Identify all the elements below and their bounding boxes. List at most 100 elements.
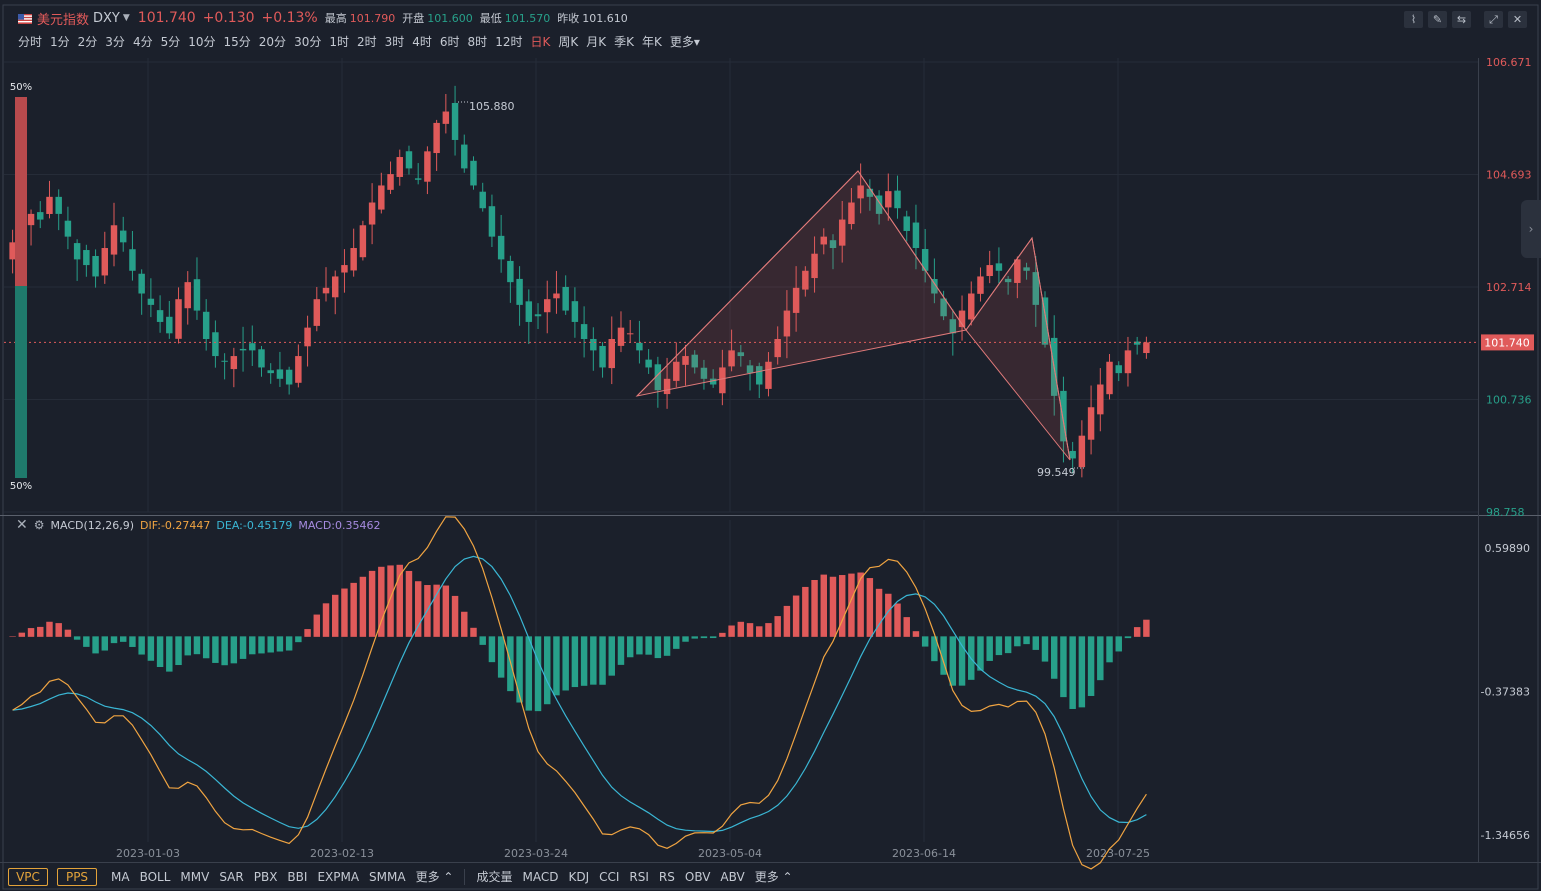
macd-bar — [774, 616, 781, 637]
macd-bar — [857, 572, 864, 637]
compare-icon[interactable]: ⇆ — [1452, 11, 1471, 28]
draw-pen-icon[interactable]: ✎ — [1428, 11, 1447, 28]
main-indicator-6[interactable]: EXPMA — [317, 869, 360, 884]
candle-body — [636, 342, 643, 351]
date-axis-label: 2023-03-24 — [504, 847, 568, 860]
expand-icon[interactable]: ⤢ — [1484, 11, 1503, 28]
macd-bar — [838, 575, 846, 637]
period-15[interactable]: 8时 — [467, 35, 488, 49]
main-indicator-0[interactable]: MA — [111, 869, 130, 884]
period-6[interactable]: 10分 — [188, 35, 216, 49]
candle-body — [562, 286, 569, 311]
macd-bar — [737, 621, 745, 637]
period-0[interactable]: 分时 — [18, 35, 43, 49]
macd-bar — [608, 636, 615, 676]
period-4[interactable]: 4分 — [132, 35, 153, 49]
period-1[interactable]: 1分 — [50, 35, 70, 49]
macd-bar — [359, 576, 367, 637]
macd-bar — [590, 636, 597, 685]
macd-bar — [202, 636, 210, 659]
candle-body — [921, 249, 929, 271]
sub-indicator-3[interactable]: CCI — [599, 869, 620, 884]
candle-body — [968, 293, 975, 320]
main-indicator-1[interactable]: BOLL — [139, 869, 171, 884]
instrument-code[interactable]: DXY — [93, 10, 120, 26]
period-8[interactable]: 20分 — [258, 35, 287, 49]
candle-body — [249, 343, 256, 351]
chart-frame — [2, 4, 1539, 890]
macd-bar — [580, 636, 588, 686]
vpc-button[interactable]: VPC — [8, 867, 48, 886]
candle-body — [654, 364, 662, 391]
period-12[interactable]: 3时 — [384, 35, 405, 49]
period-7[interactable]: 15分 — [223, 35, 251, 49]
us-flag-icon — [18, 14, 32, 24]
candle-body — [719, 367, 726, 394]
sub-indicator-1[interactable]: MACD — [522, 869, 559, 884]
main-indicator-4[interactable]: PBX — [253, 869, 278, 884]
period-11[interactable]: 2时 — [356, 35, 377, 49]
period-17[interactable]: 日K — [530, 35, 551, 49]
pps-button[interactable]: PPS — [57, 867, 97, 886]
sub-indicator-7[interactable]: ABV — [720, 869, 745, 884]
macd-bar — [1106, 636, 1113, 663]
period-16[interactable]: 12时 — [495, 35, 523, 49]
candle-body — [1060, 390, 1067, 442]
candle-body — [64, 220, 72, 237]
period-19[interactable]: 月K — [586, 35, 607, 49]
sub-indicator-6[interactable]: OBV — [684, 869, 711, 884]
main-indicator-5[interactable]: BBI — [287, 869, 308, 884]
sub-indicator-5[interactable]: RS — [658, 869, 675, 884]
period-9[interactable]: 30分 — [294, 35, 322, 49]
pattern-line — [636, 170, 1071, 461]
candle-body — [617, 327, 625, 346]
main-indicator-8[interactable]: 更多 ⌃ — [415, 870, 454, 884]
period-3[interactable]: 3分 — [105, 35, 125, 49]
period-20[interactable]: 季K — [614, 35, 634, 49]
open-value: 101.600 — [427, 11, 473, 25]
main-indicator-7[interactable]: SMMA — [369, 869, 406, 884]
candle-body — [1087, 407, 1095, 440]
macd-bar — [875, 588, 883, 637]
close-indicator-icon[interactable]: ✕ — [16, 517, 28, 533]
sub-indicator-0[interactable]: 成交量 — [476, 870, 513, 884]
prev-close-value: 101.610 — [582, 11, 628, 25]
macd-bar — [156, 636, 164, 668]
candle-body — [1069, 450, 1076, 459]
close-icon[interactable]: ✕ — [1508, 11, 1527, 28]
main-indicator-3[interactable]: SAR — [219, 869, 244, 884]
period-5[interactable]: 5分 — [160, 35, 181, 49]
period-18[interactable]: 周K — [558, 35, 579, 49]
instrument-name[interactable]: 美元指数 — [37, 12, 90, 28]
macd-bar — [322, 603, 330, 637]
gear-icon[interactable]: ⚙ — [33, 518, 45, 532]
period-13[interactable]: 4时 — [412, 35, 432, 49]
candle-body — [230, 356, 238, 370]
macd-bar — [119, 636, 127, 642]
instrument-dropdown-icon[interactable]: ▼ — [122, 13, 130, 23]
candle-body — [802, 270, 809, 290]
chart-tools: ⌇ ✎ ⇆ — [1404, 11, 1476, 28]
macd-bar — [811, 579, 818, 637]
period-22[interactable]: 更多▾ — [669, 35, 700, 49]
period-10[interactable]: 1时 — [329, 35, 349, 49]
period-21[interactable]: 年K — [641, 35, 662, 49]
collapse-panel-icon[interactable]: › — [1521, 200, 1541, 258]
macd-bar — [719, 632, 726, 637]
sub-indicator-2[interactable]: KDJ — [568, 869, 590, 884]
macd-bar — [230, 636, 238, 664]
macd-bar — [55, 623, 62, 637]
period-2[interactable]: 2分 — [77, 35, 98, 49]
vpc-bottom-label: 50% — [10, 481, 32, 492]
period-14[interactable]: 6时 — [439, 35, 460, 49]
line-chart-icon[interactable]: ⌇ — [1404, 11, 1423, 28]
macd-bar — [525, 636, 533, 711]
sub-indicator-4[interactable]: RSI — [629, 869, 649, 884]
candle-body — [313, 299, 321, 326]
candle-body — [414, 178, 422, 180]
vpc-down-bar — [15, 286, 27, 478]
candle-body — [119, 230, 127, 243]
sub-indicator-8[interactable]: 更多 ⌃ — [754, 870, 793, 884]
main-indicator-2[interactable]: MMV — [180, 869, 210, 884]
